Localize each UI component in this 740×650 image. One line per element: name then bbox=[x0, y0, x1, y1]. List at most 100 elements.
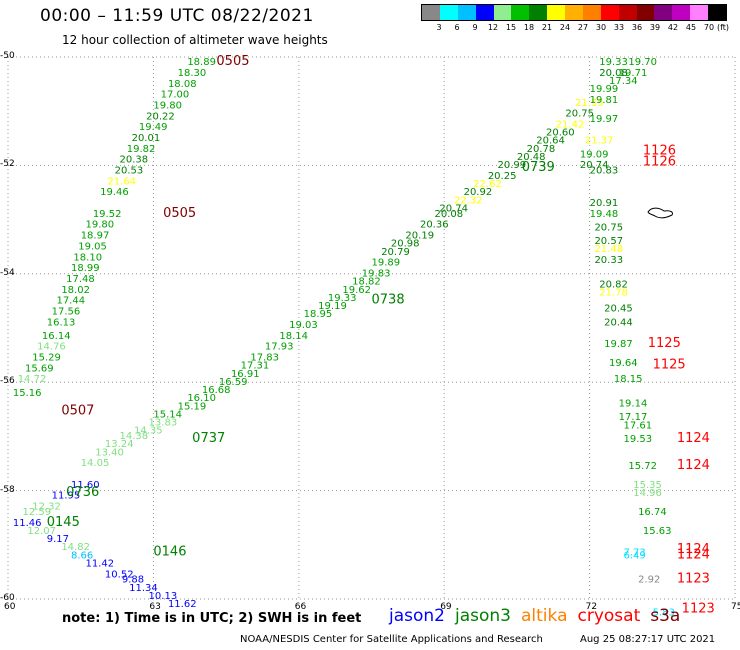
pass-time-label: 1123 bbox=[682, 602, 715, 617]
wave-height-value: 19.33 bbox=[599, 57, 628, 68]
wave-height-value: 13.24 bbox=[105, 439, 134, 450]
color-scale-legend: 3 6 9 12 15 18 21 24 27 30 33 36 39 42 45 70 (ft) bbox=[421, 4, 729, 33]
color-swatch bbox=[672, 5, 691, 20]
color-scale-tick: 36 bbox=[631, 23, 643, 32]
wave-height-value: 11.42 bbox=[86, 558, 115, 569]
wave-height-value: 13.40 bbox=[95, 447, 124, 458]
wave-height-value: 17.93 bbox=[265, 342, 294, 353]
wave-height-value: 19.62 bbox=[342, 285, 371, 296]
color-scale-tick: 21 bbox=[541, 23, 553, 32]
wave-height-value: 18.97 bbox=[81, 231, 110, 242]
wave-height-value: 19.49 bbox=[139, 122, 168, 133]
satellite-legend: jason2 jason3 altika cryosat s3a bbox=[389, 606, 690, 626]
color-swatch bbox=[600, 5, 619, 20]
wave-height-value: 21.48 bbox=[594, 244, 623, 255]
wave-height-value: 10.52 bbox=[105, 569, 134, 580]
wave-height-value: 18.02 bbox=[61, 285, 90, 296]
wave-height-value: 18.10 bbox=[73, 252, 102, 263]
wave-height-value: 16.14 bbox=[42, 331, 71, 342]
wave-height-value: 20.64 bbox=[536, 136, 565, 147]
wave-height-value: 18.89 bbox=[187, 57, 216, 68]
wave-height-value: 12.59 bbox=[23, 507, 52, 518]
wave-height-value: 20.53 bbox=[115, 166, 144, 177]
pass-time-label: 1125 bbox=[648, 336, 681, 351]
wave-height-value: 20.98 bbox=[391, 239, 420, 250]
wave-height-value: 19.89 bbox=[372, 258, 401, 269]
wave-height-value: 20.33 bbox=[594, 255, 623, 266]
wave-height-value: 19.97 bbox=[590, 114, 619, 125]
wave-height-value: 8.66 bbox=[71, 550, 93, 561]
wave-height-value: 16.59 bbox=[219, 377, 248, 388]
y-axis-tick-label: -58 bbox=[0, 484, 15, 495]
wave-height-value: 20.48 bbox=[517, 152, 546, 163]
wave-height-value: 21.42 bbox=[556, 119, 585, 130]
wave-height-value: 11.60 bbox=[71, 480, 100, 491]
island-outline bbox=[647, 207, 673, 219]
generated-timestamp: Aug 25 08:27:17 UTC 2021 bbox=[580, 634, 716, 645]
color-swatch bbox=[690, 5, 708, 20]
wave-height-value: 17.17 bbox=[619, 412, 648, 423]
pass-time-label: 0737 bbox=[192, 431, 225, 446]
wave-height-value: 19.99 bbox=[590, 84, 619, 95]
wave-height-value: 15.19 bbox=[178, 401, 207, 412]
color-scale-tick: 18 bbox=[523, 23, 535, 32]
wave-height-value: 16.68 bbox=[202, 385, 231, 396]
pass-time-label: 0146 bbox=[153, 545, 186, 560]
wave-height-value: 15.63 bbox=[643, 526, 672, 537]
color-scale-tick: 6 bbox=[454, 23, 460, 32]
wave-height-value: 18.99 bbox=[71, 263, 100, 274]
color-swatch bbox=[618, 5, 637, 20]
wave-height-value: 20.75 bbox=[594, 222, 623, 233]
wave-height-value: 14.38 bbox=[119, 431, 148, 442]
wave-height-value: 15.16 bbox=[13, 388, 42, 399]
wave-height-value: 20.08 bbox=[435, 209, 464, 220]
x-axis-tick-label: 60 bbox=[4, 602, 16, 612]
color-scale-tick: 24 bbox=[559, 23, 571, 32]
wave-height-value: 20.36 bbox=[420, 220, 449, 231]
wave-height-value: 19.19 bbox=[318, 301, 347, 312]
wave-height-value: 9.88 bbox=[122, 575, 144, 586]
color-swatch bbox=[457, 5, 476, 20]
wave-height-value: 19.70 bbox=[628, 57, 657, 68]
color-scale-tick: 27 bbox=[577, 23, 589, 32]
x-axis-tick-label: 72 bbox=[585, 602, 598, 612]
y-axis-tick-label: -54 bbox=[0, 267, 15, 278]
color-swatch bbox=[582, 5, 601, 20]
wave-height-value: 20.44 bbox=[604, 317, 633, 328]
wave-height-value: 7.73 bbox=[624, 548, 646, 559]
wave-height-value: 12.07 bbox=[27, 526, 56, 537]
wave-height-value: 14.82 bbox=[61, 542, 90, 553]
wave-height-value: 6.49 bbox=[624, 550, 646, 561]
pass-time-label: 1125 bbox=[653, 358, 686, 373]
wave-height-value: 20.57 bbox=[594, 236, 623, 247]
wave-height-value: 5.83 bbox=[653, 607, 675, 618]
wave-height-value: 16.91 bbox=[231, 369, 260, 380]
wave-height-value: 20.79 bbox=[381, 247, 410, 258]
color-swatch bbox=[439, 5, 458, 20]
color-scale-ticks: 3 6 9 12 15 18 21 24 27 30 33 36 39 42 45 70 (ft) bbox=[421, 21, 729, 33]
wave-height-value: 15.29 bbox=[32, 353, 61, 364]
wave-height-value: 18.82 bbox=[352, 277, 381, 288]
wave-height-value: 20.74 bbox=[580, 160, 609, 171]
wave-height-value: 15.14 bbox=[153, 409, 182, 420]
wave-height-value: 15.72 bbox=[628, 461, 657, 472]
x-axis-tick-label: 69 bbox=[440, 602, 452, 612]
y-axis-tick-label: -60 bbox=[0, 593, 15, 603]
pass-time-label: 0507 bbox=[61, 404, 94, 419]
color-scale-tick: 42 bbox=[667, 23, 679, 32]
wave-height-value: 21.64 bbox=[107, 176, 136, 187]
wave-height-value: 19.71 bbox=[619, 68, 648, 79]
wave-height-value: 19.53 bbox=[624, 434, 653, 445]
color-scale-tick: 3 bbox=[436, 23, 442, 32]
wave-height-value: 12.32 bbox=[32, 502, 61, 513]
wave-height-value: 19.14 bbox=[619, 399, 648, 410]
wave-height-value: 19.81 bbox=[590, 95, 619, 106]
wave-height-value: 15.35 bbox=[633, 480, 662, 491]
wave-height-value: 15.69 bbox=[25, 363, 54, 374]
pass-time-label: 1124 bbox=[677, 431, 710, 446]
wave-height-value: 21.78 bbox=[599, 287, 628, 298]
wave-height-value: 22.62 bbox=[473, 179, 502, 190]
wave-height-value: 16.13 bbox=[47, 317, 76, 328]
pass-time-label: 1124 bbox=[677, 542, 710, 557]
